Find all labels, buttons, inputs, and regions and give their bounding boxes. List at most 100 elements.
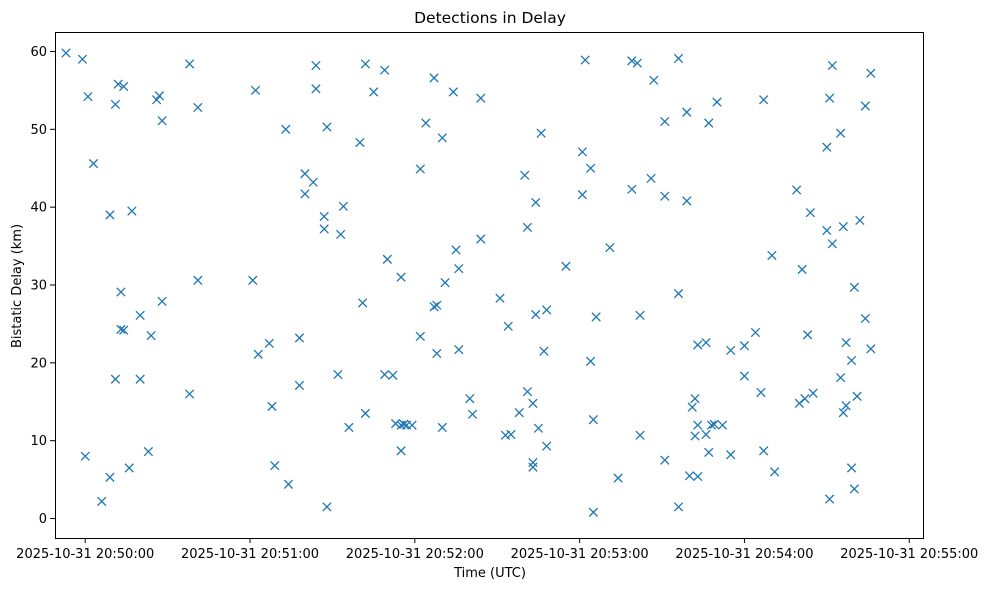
data-point <box>116 324 126 335</box>
data-point <box>835 128 846 138</box>
data-point <box>193 102 203 113</box>
data-point <box>704 447 714 458</box>
data-point <box>528 457 538 468</box>
data-point <box>97 496 107 507</box>
data-point <box>528 462 538 472</box>
data-point <box>827 60 838 71</box>
data-point <box>80 451 90 461</box>
data-point <box>283 479 294 489</box>
data-point <box>791 185 802 195</box>
data-point <box>701 337 711 348</box>
data-point <box>866 68 876 78</box>
data-point <box>319 224 329 234</box>
data-point <box>143 446 154 457</box>
data-point <box>506 429 516 440</box>
data-point <box>866 344 876 354</box>
data-point <box>379 369 390 380</box>
data-point <box>382 254 393 264</box>
data-point <box>415 331 425 342</box>
data-point <box>682 107 692 117</box>
data-point <box>539 346 549 356</box>
data-point <box>151 95 162 105</box>
data-point <box>759 446 769 456</box>
y-axis-ticks: 0 10 20 30 40 50 60 <box>30 45 55 527</box>
data-point <box>846 463 857 473</box>
data-point <box>264 338 274 349</box>
data-point <box>116 287 126 297</box>
data-point <box>319 211 329 222</box>
y-tick-label: 0 <box>39 512 47 527</box>
data-point <box>311 60 321 71</box>
data-point <box>127 206 137 216</box>
y-tick-label: 20 <box>30 356 47 371</box>
data-point <box>542 441 552 451</box>
data-point <box>157 116 167 126</box>
data-point <box>440 278 450 288</box>
data-point <box>437 133 447 143</box>
data-point <box>770 467 780 477</box>
x-axis-ticks: 2025-10-31 20:50:00 2025-10-31 20:51:00 20… <box>16 538 978 562</box>
data-point <box>396 446 406 456</box>
data-point <box>797 264 807 275</box>
data-point <box>709 419 719 430</box>
data-point <box>300 189 310 199</box>
data-point <box>687 402 697 412</box>
y-tick-label: 40 <box>30 201 47 216</box>
data-point <box>739 371 750 381</box>
data-point <box>514 408 524 418</box>
data-point <box>838 408 849 418</box>
chart-title: Detections in Delay <box>414 9 566 27</box>
data-point <box>135 310 145 321</box>
data-point <box>338 201 349 212</box>
data-point <box>646 173 656 184</box>
data-point <box>805 207 816 218</box>
data-point <box>591 312 601 322</box>
data-point <box>379 65 390 75</box>
data-point <box>536 128 546 138</box>
x-tick-label: 2025-10-31 20:50:00 <box>16 547 154 562</box>
data-point <box>693 340 703 350</box>
data-point <box>281 124 291 134</box>
data-point <box>465 393 475 404</box>
data-point <box>750 327 761 338</box>
data-point <box>706 420 717 430</box>
data-point <box>146 330 156 341</box>
data-point <box>110 99 121 110</box>
data-point <box>476 93 486 103</box>
data-point <box>739 341 750 351</box>
data-point <box>322 122 332 132</box>
data-point <box>726 450 736 460</box>
data-point <box>660 191 670 201</box>
data-point <box>533 423 544 433</box>
data-point <box>300 169 310 179</box>
data-point <box>311 84 321 94</box>
data-point <box>712 97 722 107</box>
data-point <box>437 422 447 433</box>
x-tick-label: 2025-10-31 20:55:00 <box>840 547 978 562</box>
data-point <box>824 93 835 103</box>
data-point <box>77 54 88 64</box>
data-point <box>294 333 305 343</box>
x-tick-label: 2025-10-31 20:54:00 <box>675 547 813 562</box>
data-point <box>627 56 637 66</box>
data-point <box>531 197 541 208</box>
data-point <box>360 408 371 419</box>
data-point <box>838 221 849 232</box>
data-point <box>253 349 263 359</box>
data-point <box>467 409 478 419</box>
data-point <box>344 422 354 433</box>
y-tick-label: 10 <box>30 434 47 449</box>
data-point <box>333 369 343 380</box>
data-point <box>852 391 862 401</box>
data-point <box>88 158 99 169</box>
data-point <box>613 473 623 483</box>
data-point <box>429 302 439 312</box>
data-point <box>451 245 461 255</box>
data-point <box>429 73 439 83</box>
data-point <box>585 163 596 173</box>
x-axis-label: Time (UTC) <box>453 566 526 581</box>
data-point <box>835 372 846 383</box>
data-point <box>717 420 728 430</box>
data-point <box>649 75 659 85</box>
data-point <box>368 87 379 97</box>
